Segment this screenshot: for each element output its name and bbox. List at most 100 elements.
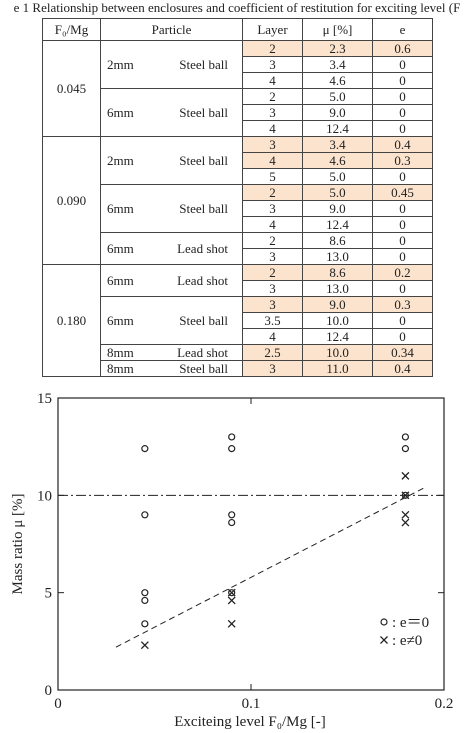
mu-cell: 8.6 — [302, 264, 373, 281]
table-row: 6mm Steel ball 3 9.0 0.3 — [43, 296, 433, 345]
e-cell: 0 — [372, 88, 433, 105]
table-row: 5 5.0 0 — [43, 168, 433, 185]
e-cell: 0 — [372, 248, 433, 265]
point — [228, 433, 236, 441]
size-cell: 6mm — [100, 296, 151, 345]
layer-cell: 3.5 — [242, 312, 303, 329]
e-cell: 0 — [372, 104, 433, 121]
layer-cell: 2 — [242, 232, 303, 249]
point — [227, 596, 236, 605]
header-cell: F₀/Mg — [42, 18, 101, 41]
layer-cell: 4 — [242, 216, 303, 233]
particle-cell: Lead shot — [150, 232, 243, 265]
mu-cell: 11.0 — [302, 360, 373, 377]
point — [401, 471, 410, 480]
point — [228, 445, 236, 453]
e-cell: 0.34 — [372, 344, 433, 361]
table-row: 4 12.4 0 — [43, 120, 433, 137]
trend-line — [115, 487, 425, 648]
level-cell: 0.045 — [42, 40, 101, 137]
mu-cell: 2.3 — [302, 40, 373, 57]
mu-cell: 5.0 — [302, 88, 373, 105]
table-row: 4 12.4 0 — [43, 328, 433, 345]
layer-cell: 4 — [242, 328, 303, 345]
layer-cell: 2 — [242, 88, 303, 105]
layer-cell: 3 — [242, 248, 303, 265]
point — [141, 589, 149, 597]
mu-cell: 3.4 — [302, 56, 373, 73]
particle-cell: Steel ball — [150, 360, 243, 377]
y-tick-label: 10 — [37, 488, 52, 504]
mu-cell: 9.0 — [302, 104, 373, 121]
header-cell: Layer — [242, 18, 303, 41]
mu-cell: 8.6 — [302, 232, 373, 249]
e-cell: 0 — [372, 232, 433, 249]
table-row: 4 4.6 0.3 — [43, 152, 433, 169]
x-tick-label: 0 — [54, 696, 62, 712]
table-row: 6mm Steel ball 2 5.0 0.45 — [43, 184, 433, 233]
legend-marker — [380, 618, 388, 626]
x-tick-label: 0.1 — [242, 696, 261, 712]
point — [140, 641, 149, 650]
mu-cell: 13.0 — [302, 248, 373, 265]
point — [401, 518, 410, 527]
y-tick-label: 0 — [45, 683, 53, 699]
size-cell: 6mm — [100, 184, 151, 233]
table-row: 6mm Lead shot 2 8.6 0 — [43, 232, 433, 265]
table-row: 4 12.4 0 — [43, 216, 433, 233]
e-cell: 0 — [372, 312, 433, 329]
e-cell: 0 — [372, 168, 433, 185]
e-cell: 0.4 — [372, 360, 433, 377]
header-cell: e — [372, 18, 433, 41]
table-row: 4 4.6 0 — [43, 72, 433, 89]
size-cell: 6mm — [100, 232, 151, 265]
layer-cell: 3 — [242, 136, 303, 153]
e-cell: 0 — [372, 120, 433, 137]
x-axis-label: Exciteing level F₀/Mg [-] — [174, 714, 325, 730]
layer-cell: 2.5 — [242, 344, 303, 361]
point — [401, 491, 409, 499]
table-row: 3 3.4 0 — [43, 56, 433, 73]
e-cell: 0 — [372, 280, 433, 297]
layer-cell: 3 — [242, 104, 303, 121]
legend-label: : e＝0 — [392, 615, 429, 631]
point — [401, 491, 410, 500]
mu-cell: 12.4 — [302, 216, 373, 233]
e-cell: 0.45 — [372, 184, 433, 201]
size-cell: 2mm — [100, 40, 151, 89]
particle-cell: Steel ball — [150, 184, 243, 233]
table-row: 3 9.0 0 — [43, 104, 433, 121]
particle-cell: Steel ball — [150, 296, 243, 345]
e-cell: 0.3 — [372, 152, 433, 169]
point — [401, 445, 409, 453]
mu-cell: 3.4 — [302, 136, 373, 153]
layer-cell: 3 — [242, 360, 303, 377]
mu-cell: 5.0 — [302, 184, 373, 201]
point — [228, 589, 236, 597]
layer-cell: 3 — [242, 280, 303, 297]
point — [141, 596, 149, 605]
mu-cell: 4.6 — [302, 72, 373, 89]
layer-cell: 4 — [242, 120, 303, 137]
level-cell: 0.180 — [42, 264, 101, 377]
y-axis-label: Mass ratio μ [%] — [10, 494, 26, 595]
x-tick-label: 0.2 — [435, 696, 454, 712]
y-tick-label: 5 — [45, 586, 53, 602]
table-row: 0.180 6mm Lead shot 2 8.6 0.2 — [42, 264, 433, 377]
mu-cell: 5.0 — [302, 168, 373, 185]
point — [227, 588, 236, 597]
point — [401, 510, 410, 519]
header-cell: μ [%] — [302, 18, 373, 41]
size-cell: 8mm — [100, 344, 151, 361]
header-cell: Particle — [100, 18, 243, 41]
point — [228, 518, 236, 527]
table-row: 8mm Steel ball 3 11.0 0.4 — [43, 360, 433, 377]
layer-cell: 2 — [242, 184, 303, 201]
point — [141, 511, 149, 519]
particle-cell: Lead shot — [150, 344, 243, 361]
table-row: 8mm Lead shot 2.5 10.0 0.34 — [43, 344, 433, 361]
y-tick-label: 15 — [37, 391, 52, 407]
mu-cell: 9.0 — [302, 296, 373, 313]
point — [228, 511, 236, 519]
layer-cell: 5 — [242, 168, 303, 185]
